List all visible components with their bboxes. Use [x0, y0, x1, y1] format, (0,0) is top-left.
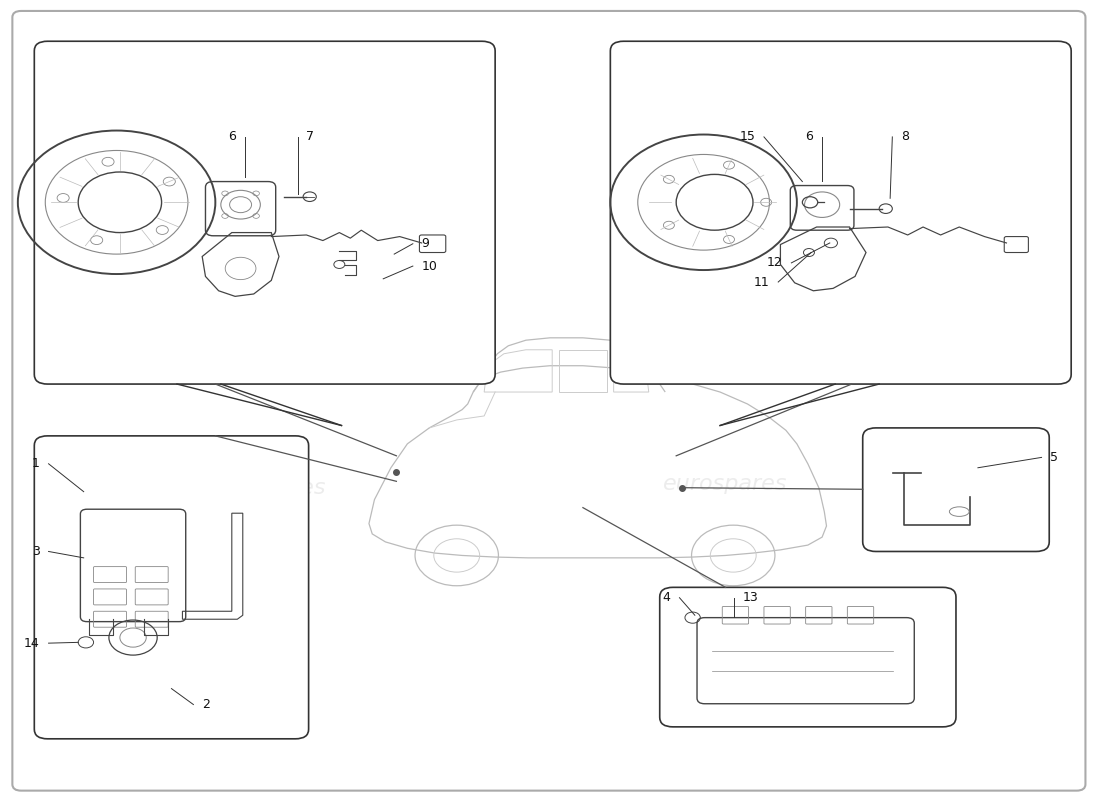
Text: 1: 1 — [32, 458, 40, 470]
Text: 7: 7 — [307, 130, 315, 143]
Text: 10: 10 — [421, 259, 438, 273]
Text: 8: 8 — [901, 130, 909, 143]
FancyBboxPatch shape — [660, 587, 956, 727]
Text: eurospares: eurospares — [202, 478, 327, 498]
FancyBboxPatch shape — [610, 42, 1071, 384]
Text: 12: 12 — [767, 256, 782, 270]
Text: 6: 6 — [805, 130, 813, 143]
Text: 4: 4 — [663, 591, 671, 604]
Text: 15: 15 — [739, 130, 756, 143]
Text: 9: 9 — [421, 238, 429, 250]
Text: 6: 6 — [229, 130, 236, 143]
FancyBboxPatch shape — [34, 436, 309, 739]
Text: 3: 3 — [32, 545, 40, 558]
Text: 11: 11 — [754, 275, 769, 289]
Text: 2: 2 — [202, 698, 210, 711]
Text: 14: 14 — [24, 637, 40, 650]
Text: 5: 5 — [1050, 451, 1058, 464]
FancyBboxPatch shape — [862, 428, 1049, 551]
FancyBboxPatch shape — [12, 11, 1086, 790]
FancyBboxPatch shape — [34, 42, 495, 384]
Text: eurospares: eurospares — [663, 474, 788, 494]
Text: 13: 13 — [744, 591, 759, 604]
